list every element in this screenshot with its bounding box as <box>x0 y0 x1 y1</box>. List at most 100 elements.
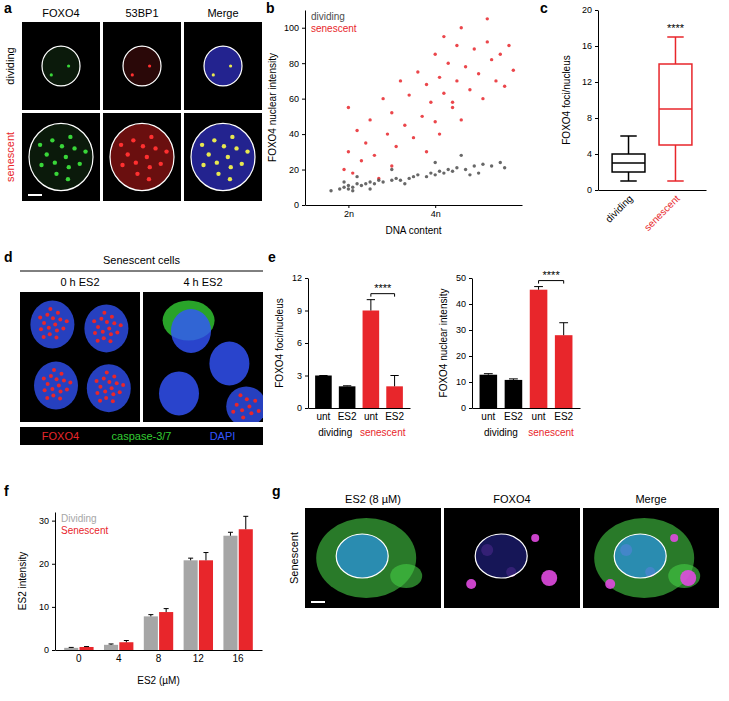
focus <box>55 328 59 332</box>
focus <box>67 64 70 67</box>
data-point <box>464 168 467 171</box>
data-point <box>364 141 367 144</box>
focus <box>240 162 244 166</box>
tick-mark <box>595 82 598 83</box>
tick-label: 2n <box>344 209 354 219</box>
data-point <box>425 83 428 86</box>
focus <box>64 155 68 159</box>
axis-line <box>309 408 411 409</box>
nucleus <box>110 123 174 190</box>
tick-label: 40 <box>456 299 466 309</box>
data-point <box>407 93 410 96</box>
data-point <box>512 69 515 72</box>
cytoplasm <box>668 564 700 588</box>
error-cap <box>509 378 518 379</box>
tick: unt <box>316 411 330 422</box>
tick-mark <box>52 650 55 651</box>
nucleus <box>614 534 666 578</box>
tick: 20 <box>582 5 598 15</box>
bar <box>199 560 213 650</box>
panel-letter: f <box>4 483 9 499</box>
data-point <box>438 132 441 135</box>
data-point <box>460 154 463 157</box>
data-point <box>390 168 393 171</box>
focus <box>66 177 70 181</box>
error-cap <box>534 286 543 287</box>
legend-entry: senescent <box>311 23 357 34</box>
tick-label: 0 <box>294 200 299 210</box>
nucleus <box>87 364 131 412</box>
tick: 30 <box>456 325 472 335</box>
data-point <box>373 182 376 185</box>
nucleus <box>159 371 199 415</box>
tick-label: 6 <box>297 338 302 348</box>
tick-label: 12 <box>193 653 205 664</box>
focus <box>153 146 157 150</box>
data-point <box>468 173 471 176</box>
focus <box>96 339 100 343</box>
error-cap <box>367 299 375 300</box>
focus <box>112 374 116 378</box>
focus <box>147 177 151 181</box>
legend-entry: DAPI <box>210 430 236 442</box>
data-point <box>490 58 493 61</box>
data-point <box>399 178 402 181</box>
tick: 60 <box>289 94 305 104</box>
focus <box>253 399 257 403</box>
box <box>612 154 645 172</box>
focus <box>149 135 153 139</box>
axis: untES2untES2 <box>309 409 411 423</box>
focus <box>65 319 69 323</box>
tick-label: unt <box>316 411 330 422</box>
column-label: 0 h ES2 <box>60 276 99 288</box>
data-point <box>368 118 371 121</box>
focus <box>212 138 216 142</box>
focus <box>95 391 99 395</box>
tick-mark <box>348 205 349 208</box>
tick: 12 <box>582 77 598 87</box>
focus <box>229 165 233 169</box>
data-point <box>368 180 371 183</box>
tick-label: 16 <box>233 653 245 664</box>
nucleus <box>191 123 255 190</box>
micrograph <box>184 113 262 201</box>
focus <box>102 336 106 340</box>
data-point <box>434 173 437 176</box>
axis-line <box>472 279 473 409</box>
micrograph <box>103 22 181 110</box>
error-cap <box>203 552 208 553</box>
tick-mark <box>305 408 308 409</box>
row-label: dividing <box>4 47 16 84</box>
focus <box>92 319 96 323</box>
axis-title: ES2 (µM) <box>137 675 179 686</box>
tick-label: 0 <box>297 403 302 413</box>
data-point <box>394 177 397 180</box>
tick-mark <box>302 63 305 64</box>
micrograph <box>22 22 100 110</box>
data-point <box>447 61 450 64</box>
axis-title: FOXO4 foci/nucleus <box>561 55 572 144</box>
data-point <box>468 88 471 91</box>
tick: 4 <box>116 653 122 664</box>
focus <box>56 311 60 315</box>
data-point <box>477 171 480 174</box>
focus <box>200 143 204 147</box>
tick: 50 <box>456 273 472 283</box>
error-cap <box>243 516 248 517</box>
focus <box>207 152 211 156</box>
bar <box>64 648 78 650</box>
axis-line <box>473 408 581 409</box>
focus <box>119 323 123 327</box>
data-point <box>442 92 445 95</box>
bar <box>386 386 403 408</box>
bar-chart: 01020304050untES2untES2dividingsenescent… <box>438 269 581 438</box>
data-point <box>355 129 358 132</box>
tick: 20 <box>39 559 55 569</box>
data-point <box>481 97 484 100</box>
tick: senescent <box>642 193 682 233</box>
axis: 0102030 <box>39 513 56 656</box>
focus <box>50 387 54 391</box>
focus <box>98 385 102 389</box>
data-point <box>481 163 484 166</box>
focus <box>48 307 52 311</box>
